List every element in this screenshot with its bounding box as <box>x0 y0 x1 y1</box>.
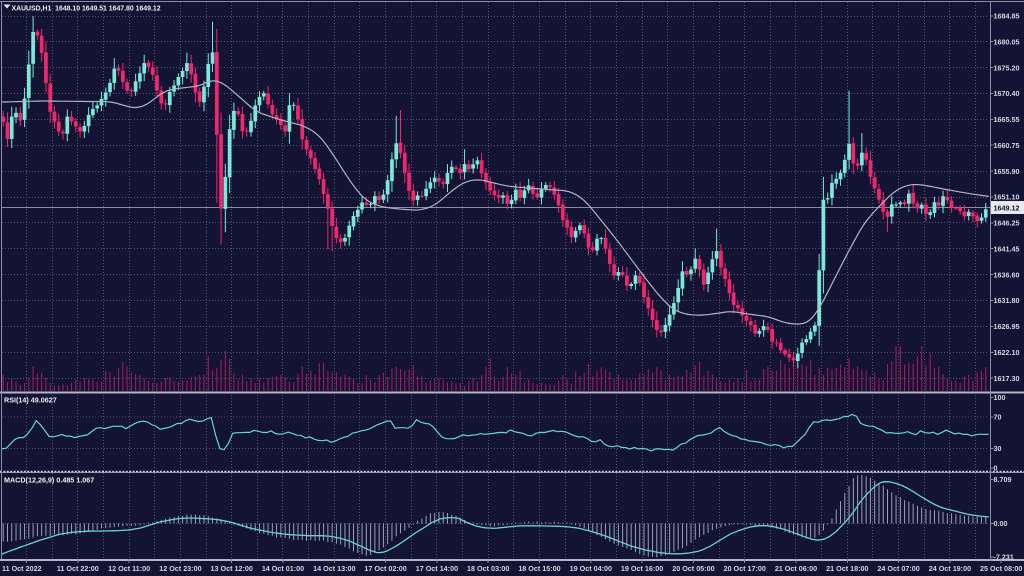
svg-text:19 Oct 16:00: 19 Oct 16:00 <box>621 564 663 573</box>
svg-text:14 Oct 13:00: 14 Oct 13:00 <box>313 564 355 573</box>
svg-text:24 Oct 07:00: 24 Oct 07:00 <box>877 564 919 573</box>
svg-text:8.709: 8.709 <box>994 475 1012 484</box>
svg-text:1684.85: 1684.85 <box>994 12 1020 21</box>
svg-text:100: 100 <box>994 393 1006 402</box>
svg-text:-7.231: -7.231 <box>994 553 1014 562</box>
svg-text:13 Oct 12:00: 13 Oct 12:00 <box>211 564 253 573</box>
svg-text:21 Oct 18:00: 21 Oct 18:00 <box>826 564 868 573</box>
svg-text:1617.30: 1617.30 <box>994 374 1020 383</box>
svg-text:20 Oct 05:00: 20 Oct 05:00 <box>672 564 714 573</box>
svg-text:1660.75: 1660.75 <box>994 141 1020 150</box>
svg-text:1651.10: 1651.10 <box>994 193 1020 202</box>
svg-text:25 Oct 08:00: 25 Oct 08:00 <box>980 564 1022 573</box>
svg-text:RSI(14) 49.0627: RSI(14) 49.0627 <box>4 396 57 405</box>
svg-text:1636.60: 1636.60 <box>994 270 1020 279</box>
svg-text:11 Oct 22:00: 11 Oct 22:00 <box>57 564 99 573</box>
svg-text:11 Oct 2022: 11 Oct 2022 <box>2 564 42 573</box>
svg-text:1680.05: 1680.05 <box>994 37 1020 46</box>
svg-text:MACD(12,26,9) 0.485 1.067: MACD(12,26,9) 0.485 1.067 <box>4 476 94 485</box>
svg-text:1675.20: 1675.20 <box>994 63 1020 72</box>
svg-text:0: 0 <box>994 464 998 473</box>
svg-text:19 Oct 04:00: 19 Oct 04:00 <box>570 564 612 573</box>
svg-text:30: 30 <box>994 444 1002 453</box>
svg-text:14 Oct 01:00: 14 Oct 01:00 <box>262 564 304 573</box>
svg-text:1631.80: 1631.80 <box>994 296 1020 305</box>
svg-text:17 Oct 02:00: 17 Oct 02:00 <box>364 564 406 573</box>
svg-text:1665.55: 1665.55 <box>994 115 1020 124</box>
svg-text:18 Oct 03:00: 18 Oct 03:00 <box>467 564 509 573</box>
svg-text:1641.45: 1641.45 <box>994 244 1020 253</box>
svg-text:70: 70 <box>994 413 1002 422</box>
svg-text:18 Oct 15:00: 18 Oct 15:00 <box>518 564 560 573</box>
svg-text:20 Oct 17:00: 20 Oct 17:00 <box>724 564 766 573</box>
svg-text:1655.90: 1655.90 <box>994 167 1020 176</box>
svg-text:XAUUSD,H1 1648.10 1649.51 164: XAUUSD,H1 1648.10 1649.51 1647.80 1649.1… <box>12 6 161 13</box>
svg-text:1649.12: 1649.12 <box>994 203 1020 212</box>
svg-text:0.00: 0.00 <box>994 519 1008 528</box>
svg-text:1622.10: 1622.10 <box>994 348 1020 357</box>
svg-text:1626.95: 1626.95 <box>994 322 1020 331</box>
svg-text:17 Oct 14:00: 17 Oct 14:00 <box>416 564 458 573</box>
svg-text:24 Oct 19:00: 24 Oct 19:00 <box>929 564 971 573</box>
svg-text:12 Oct 23:00: 12 Oct 23:00 <box>159 564 201 573</box>
svg-text:1646.25: 1646.25 <box>994 219 1020 228</box>
svg-text:21 Oct 06:00: 21 Oct 06:00 <box>775 564 817 573</box>
svg-text:1670.40: 1670.40 <box>994 89 1020 98</box>
svg-text:12 Oct 11:00: 12 Oct 11:00 <box>108 564 150 573</box>
